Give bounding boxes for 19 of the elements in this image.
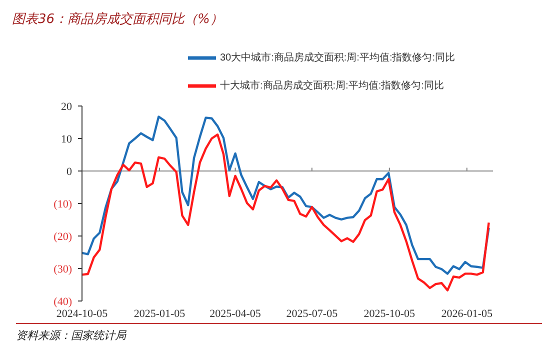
chart-title: 图表36：商品房成交面积同比（%） — [12, 11, 223, 28]
text: 资料来源：国家统计局 — [16, 328, 126, 343]
x-tick-label: 2025-04-05 — [210, 308, 262, 320]
x-tick-label: 2025-01-05 — [134, 308, 186, 320]
y-tick-label: 10 — [61, 134, 72, 146]
legend-label: 30大中城市:商品房成交面积:周:平均值:指数修匀:同比 — [220, 52, 456, 64]
y-tick-label: (30) — [54, 264, 72, 276]
y-tick-label: (20) — [54, 231, 72, 243]
x-tick-label: 2026-01-05 — [441, 308, 494, 320]
y-tick-label: (10) — [54, 198, 72, 210]
line-series — [82, 116, 490, 275]
y-tick-label: 0 — [66, 166, 72, 178]
y-tick-label: 20 — [61, 101, 72, 113]
line-series — [82, 134, 490, 292]
x-tick-label: 2025-07-05 — [286, 308, 338, 320]
y-tick-label: (40) — [54, 296, 72, 308]
x-tick-label: 2024-10-05 — [56, 308, 108, 320]
legend-label: 十大城市:商品房成交面积:周:平均值:指数修匀:同比 — [220, 80, 444, 92]
x-tick-label: 2025-10-05 — [364, 308, 416, 320]
